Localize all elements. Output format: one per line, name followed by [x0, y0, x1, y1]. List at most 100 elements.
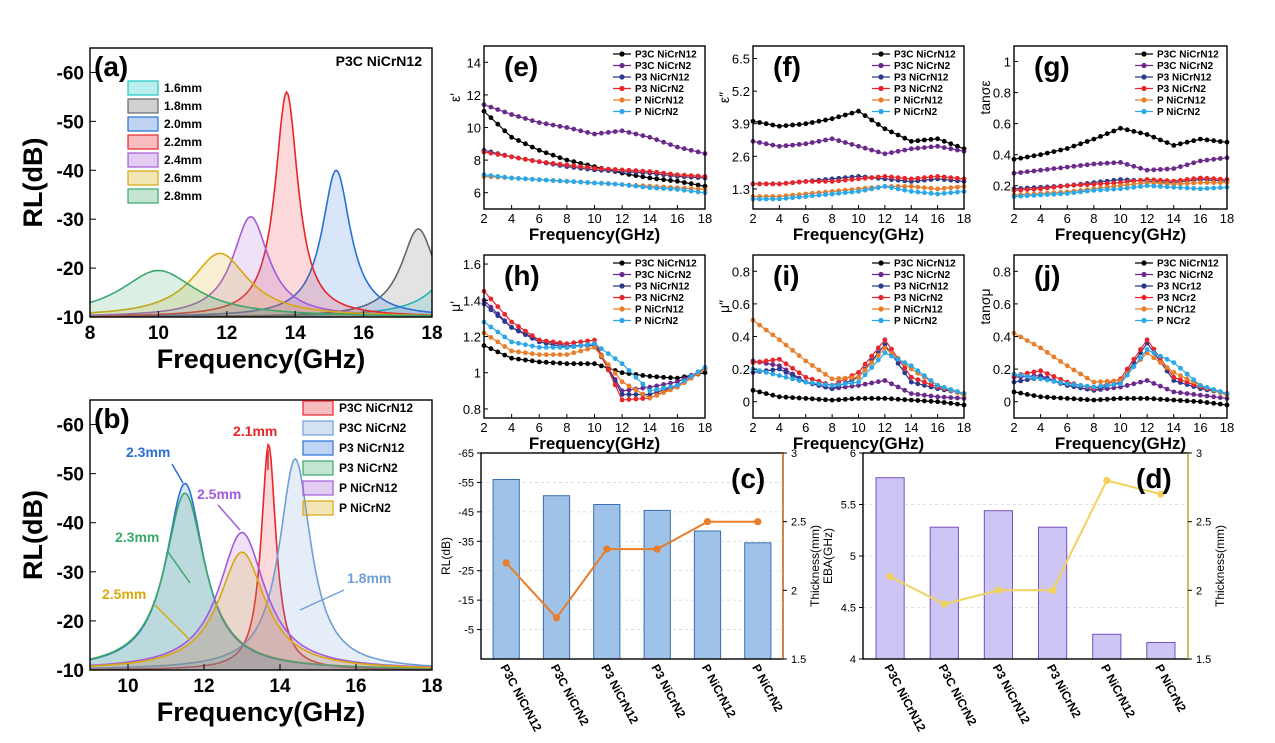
data-point-i-1	[895, 384, 901, 390]
data-point-h-5	[495, 329, 501, 335]
x-tick-label-g: 14	[1167, 211, 1181, 226]
data-point-e-1	[564, 125, 570, 130]
data-point-h-1	[668, 380, 673, 386]
data-point-j-0	[1198, 399, 1203, 405]
data-point-i-2	[882, 342, 888, 347]
x-tick-label-j: 6	[1064, 420, 1071, 435]
data-point-h-4	[557, 352, 563, 357]
data-point-j-3	[1138, 347, 1143, 352]
data-point-f-4	[908, 184, 914, 189]
data-point-h-1	[661, 382, 666, 387]
data-point-i-0	[869, 396, 875, 401]
data-point-e-1	[668, 142, 673, 148]
data-point-g-5	[1051, 191, 1057, 197]
thickness-point-d-3	[1049, 586, 1057, 594]
data-point-i-1	[948, 395, 954, 400]
data-point-j-3	[1044, 371, 1050, 376]
data-point-j-4	[1184, 376, 1190, 382]
data-point-e-1	[516, 114, 521, 119]
data-point-i-3	[889, 346, 894, 352]
data-point-j-5	[1118, 381, 1123, 387]
x-tick-label-g: 4	[1037, 211, 1044, 226]
data-point-f-5	[783, 195, 789, 201]
y-axis-title-c: RL(dB)	[439, 537, 453, 575]
category-label-d-3: P3 NiCrN2	[1044, 662, 1084, 721]
data-point-g-1	[1158, 167, 1163, 172]
data-point-j-0	[1031, 393, 1037, 398]
data-point-i-3	[770, 357, 776, 363]
data-point-h-4	[502, 344, 508, 349]
thickness-point-c-5	[754, 518, 762, 526]
data-point-f-3	[836, 178, 842, 184]
data-point-g-0	[1084, 139, 1090, 144]
legend-label-g-4: P NiCrN12	[1157, 96, 1206, 107]
x-tick-label-i: 6	[802, 420, 809, 435]
data-point-g-1	[1151, 167, 1157, 173]
data-point-g-5	[1124, 185, 1130, 191]
data-point-e-1	[612, 129, 618, 135]
data-point-j-0	[1111, 396, 1117, 402]
panel-j: 2 4 6 8 10 12 14 16 18 0 0.2 0.4 0.6 0.8 Frequency(GHz…	[977, 254, 1234, 453]
data-point-e-3	[543, 160, 549, 165]
data-point-g-1	[1217, 156, 1223, 161]
data-point-j-5	[1078, 383, 1083, 388]
y-tick-label-i: 0.6	[732, 297, 750, 312]
data-point-g-4	[1217, 180, 1223, 186]
data-point-j-5	[1091, 384, 1097, 390]
data-point-h-3	[585, 338, 590, 344]
data-point-i-4	[777, 337, 782, 343]
y-tick-label-h: 0.8	[463, 402, 481, 417]
data-point-i-5	[849, 380, 855, 386]
y-axis-title-j: tanσμ	[977, 288, 993, 324]
data-point-h-5	[681, 378, 687, 384]
data-point-e-0	[675, 178, 680, 184]
y-tick-label-h: 1	[474, 366, 481, 381]
data-point-i-5	[908, 363, 914, 369]
legend-marker-e-5	[619, 108, 625, 115]
data-point-e-3	[564, 162, 570, 168]
data-point-e-1	[536, 120, 542, 125]
y-tick-label-i: 0.4	[732, 330, 750, 345]
data-point-e-5	[585, 180, 590, 185]
data-point-h-4	[633, 387, 639, 393]
data-point-j-1	[1211, 394, 1217, 400]
data-point-i-4	[829, 376, 835, 382]
data-point-i-1	[908, 391, 914, 396]
x-tick-label-g: 16	[1193, 211, 1207, 226]
legend-swatch-a-1	[127, 98, 159, 114]
y-tick-label-c: -25	[458, 566, 474, 578]
data-point-e-5	[550, 178, 556, 183]
data-point-i-0	[908, 397, 914, 403]
data-point-i-4	[908, 366, 914, 372]
data-point-e-1	[523, 116, 528, 121]
data-point-i-5	[935, 383, 940, 388]
data-point-f-1	[935, 143, 940, 149]
data-point-f-4	[941, 185, 947, 191]
legend-label-e-0: P3C NiCrN12	[635, 50, 697, 61]
data-point-j-0	[1184, 398, 1190, 404]
data-point-e-5	[502, 174, 508, 180]
data-point-j-5	[1164, 356, 1170, 362]
legend-marker-g-2	[1141, 74, 1147, 80]
data-point-g-1	[1031, 168, 1037, 174]
data-point-j-0	[1091, 397, 1097, 403]
panel-letter-h: (h)	[504, 260, 540, 291]
data-point-j-0	[1084, 397, 1090, 403]
bar-c-5	[744, 542, 772, 660]
data-point-e-5	[640, 184, 646, 190]
y-tick-label-f: 6.5	[732, 52, 750, 67]
data-point-h-5	[612, 356, 618, 362]
data-point-i-5	[889, 353, 894, 359]
data-point-e-5	[605, 181, 611, 187]
y-axis-title-d: EBA(GHz)	[821, 528, 835, 584]
data-point-j-0	[1078, 396, 1083, 402]
data-point-f-0	[777, 123, 782, 129]
data-point-h-4	[612, 370, 618, 376]
data-point-h-0	[619, 370, 625, 376]
data-point-e-1	[495, 107, 501, 112]
data-point-i-5	[915, 368, 921, 374]
data-point-h-0	[675, 375, 680, 381]
data-point-e-3	[619, 167, 625, 173]
data-point-j-5	[1217, 389, 1223, 394]
y-axis-title-a: RL(dB)	[18, 138, 48, 228]
